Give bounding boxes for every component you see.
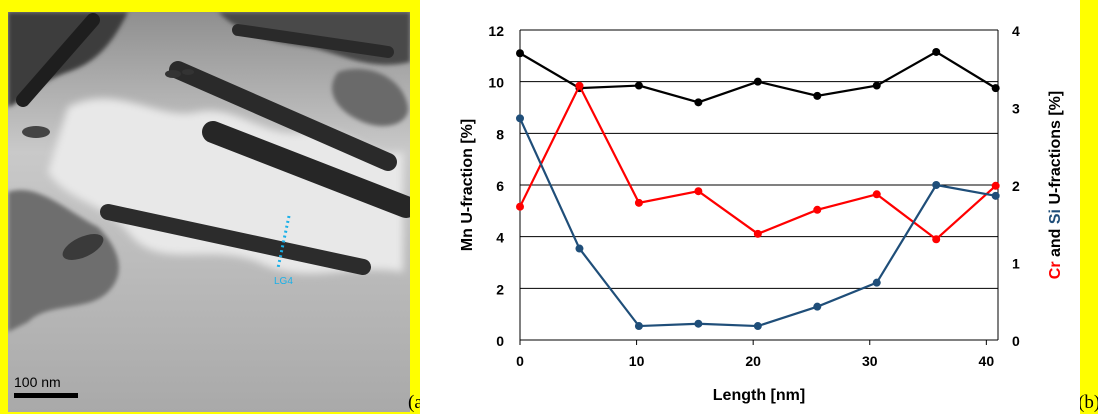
x-tick-label: 0 (516, 353, 524, 369)
precipitate-rod-lg4 (100, 204, 371, 275)
measurement-line-label: LG4 (274, 276, 293, 287)
data-point-si (634, 322, 643, 331)
data-point-mn (872, 81, 881, 90)
data-point-mn (753, 77, 762, 86)
data-point-cr (813, 205, 822, 214)
x-tick-label: 10 (629, 353, 645, 369)
data-point-si (813, 302, 822, 311)
chart-panel: 0 2 4 6 8 10 12 0 1 2 3 4 0 10 20 30 40 Length [nm] Mn U-f… (420, 0, 1080, 414)
y-left-tick-label: 2 (496, 281, 504, 297)
data-point-cr (872, 190, 881, 199)
measurement-line (276, 215, 291, 269)
data-point-cr (634, 198, 643, 207)
y-right-tick-label: 1 (1012, 256, 1020, 272)
data-point-si (872, 278, 881, 287)
y-axis-right-label-part: Cr (1047, 261, 1064, 279)
data-point-si (932, 181, 941, 189)
data-point-si (516, 114, 524, 123)
y-right-tick-label: 4 (1012, 23, 1020, 39)
y-axis-left-label: Mn U-fraction [%] (459, 119, 476, 251)
x-tick-label: 40 (979, 353, 995, 369)
data-point-si (575, 244, 584, 253)
precipitate-rod-2 (169, 61, 397, 171)
series-line-cr (519, 83, 997, 241)
tem-micrograph: LG4 100 nm (8, 12, 410, 412)
x-tick-label: 30 (862, 353, 878, 369)
y-left-tick-label: 10 (488, 75, 504, 91)
data-point-si (694, 319, 703, 328)
series-line-mn (519, 50, 997, 104)
scale-bar (14, 393, 78, 398)
data-point-cr (753, 229, 762, 238)
data-point-mn (516, 49, 524, 58)
data-point-mn (694, 98, 703, 107)
small-precipitate (182, 69, 194, 75)
bright-matrix-region (48, 98, 403, 274)
data-point-mn (991, 84, 1000, 93)
yellow-highlight-band-right (1080, 0, 1098, 414)
panel-label-b: (b) (1078, 392, 1098, 413)
scale-bar-label: 100 nm (14, 374, 61, 390)
precipitate-rod-4 (232, 24, 394, 58)
data-point-mn (932, 47, 941, 56)
data-point-cr (516, 202, 524, 211)
data-point-cr (932, 235, 941, 244)
x-axis-label: Length [nm] (713, 387, 805, 404)
y-axis-right-label-part: and (1047, 224, 1064, 261)
y-axis-right-label-part: Si (1047, 209, 1064, 224)
y-left-tick-label: 8 (496, 126, 504, 142)
dark-grain-left (8, 190, 119, 332)
data-point-si (991, 191, 1000, 200)
y-left-tick-label: 6 (496, 178, 504, 194)
precipitate-rod-1 (16, 13, 100, 107)
dark-particle-right (332, 68, 409, 127)
data-point-cr (991, 181, 1000, 190)
series-line-si (518, 117, 996, 328)
y-left-tick-label: 0 (496, 333, 504, 349)
x-tick-label: 20 (745, 353, 761, 369)
y-axis-right-label: Cr and Si U-fractions [%] (1047, 91, 1064, 279)
y-right-tick-label: 0 (1012, 333, 1020, 349)
data-point-mn (634, 81, 643, 90)
precipitate-rod-3 (202, 121, 410, 218)
data-point-si (753, 322, 762, 331)
data-point-mn (813, 91, 822, 100)
data-point-cr (575, 81, 584, 90)
y-axis-right-label-part: U-fractions [%] (1047, 91, 1064, 209)
small-precipitate (165, 70, 181, 78)
y-right-tick-label: 2 (1012, 178, 1020, 194)
data-point-cr (694, 187, 703, 196)
small-precipitate (62, 234, 104, 260)
y-right-tick-label: 3 (1012, 101, 1020, 117)
y-left-tick-label: 4 (496, 230, 504, 246)
y-left-tick-label: 12 (488, 23, 504, 39)
small-precipitate (22, 126, 50, 138)
